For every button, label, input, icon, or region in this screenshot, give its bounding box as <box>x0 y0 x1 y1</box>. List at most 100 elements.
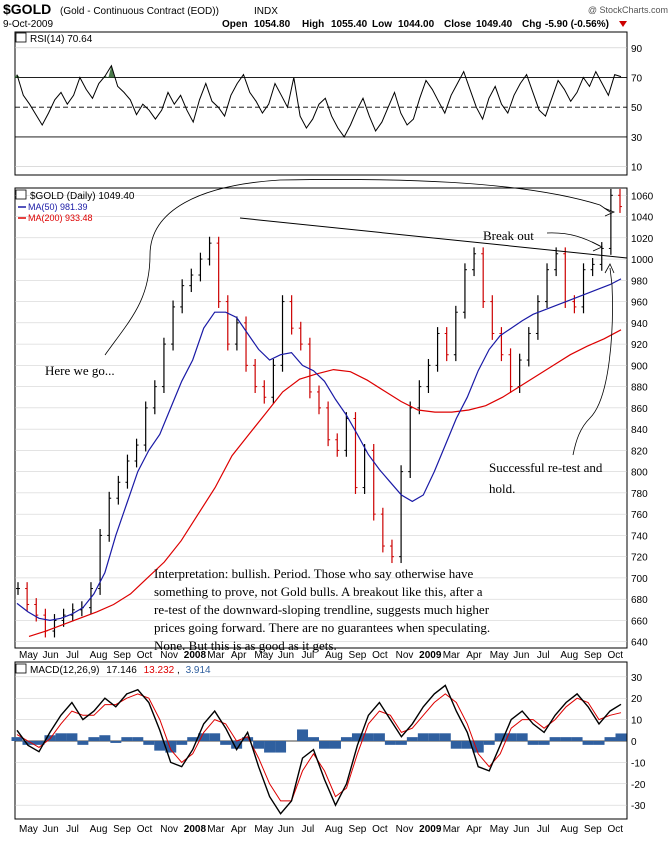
month-label: Apr <box>231 650 247 661</box>
month-label: Nov <box>160 824 178 835</box>
month-label: Jun <box>513 650 529 661</box>
rsi-tick-label: 50 <box>631 103 643 114</box>
macd-histogram-bar <box>351 733 363 741</box>
rsi-series-line <box>16 64 622 138</box>
month-label: Sep <box>113 650 131 661</box>
macd-histogram-bar <box>220 741 232 745</box>
price-tick-label: 700 <box>631 574 648 585</box>
macd-histogram-bar <box>494 733 506 741</box>
price-tick-label: 1040 <box>631 213 654 224</box>
price-x-axis: May Jun Jul Aug Sep Oct Nov 2008 Mar Apr May Jun Jul… <box>19 650 623 661</box>
price-tick-label: 820 <box>631 446 648 457</box>
macd-histogram-bar <box>362 733 374 741</box>
retest-arrowhead-icon <box>604 263 615 274</box>
macd-series-line <box>16 684 622 815</box>
macd-histogram-bar <box>384 741 396 745</box>
low-label: Low <box>372 19 392 30</box>
macd-histogram-bar <box>472 741 484 753</box>
macd-histogram-bar <box>209 733 221 741</box>
price-tick-label: 940 <box>631 319 648 330</box>
macd-histogram-bar <box>297 729 309 741</box>
month-label: 2008 <box>184 824 207 835</box>
macd-histogram <box>11 729 627 753</box>
macd-tick-label: 10 <box>631 716 643 727</box>
price-tick-label: 1000 <box>631 255 654 266</box>
month-label: 2008 <box>184 650 207 661</box>
month-label: Sep <box>349 650 367 661</box>
rsi-frame <box>14 31 628 176</box>
macd-tick-label: -10 <box>631 758 646 769</box>
month-label: Oct <box>372 650 388 661</box>
month-label: Sep <box>584 824 602 835</box>
macd-histogram-bar <box>99 735 111 741</box>
chg-label: Chg <box>522 19 541 30</box>
macd-hist-value: 3.914 <box>186 665 211 676</box>
downtrend-line <box>239 217 628 259</box>
price-grid <box>15 195 627 642</box>
macd-panel: -30 -20 -10 0 10 20 30 MACD(12,26,9) 17.146 13… <box>11 661 646 820</box>
month-label: Jun <box>43 824 59 835</box>
high-value: 1055.40 <box>331 19 368 30</box>
macd-histogram-bar <box>505 733 517 741</box>
macd-histogram-bar <box>319 741 330 749</box>
month-label: Jun <box>43 650 59 661</box>
price-y-axis: 640 660 680 700 720 740 760 780 800 820 840 860 880 9… <box>631 191 654 648</box>
month-label: Jul <box>66 824 79 835</box>
rsi-y-axis: 10 30 50 70 90 <box>631 44 643 174</box>
macd-legend-value: 17.146 <box>106 665 137 676</box>
macd-histogram-bar <box>264 741 276 753</box>
month-label: Mar <box>207 824 225 835</box>
annotation-retest: Successful re-test and hold. <box>489 460 603 496</box>
macd-histogram-bar <box>11 737 23 741</box>
month-label: Jun <box>278 824 294 835</box>
month-label: Sep <box>584 650 602 661</box>
macd-histogram-bar <box>77 741 89 745</box>
date-label: 9-Oct-2009 <box>3 19 53 30</box>
price-marker-icon <box>15 189 27 200</box>
price-panel: 640 660 680 700 720 740 760 780 800 820 840 860 880 9… <box>14 179 654 653</box>
macd-histogram-bar <box>439 733 451 741</box>
macd-histogram-bar <box>373 733 385 741</box>
macd-histogram-bar <box>154 741 166 751</box>
macd-histogram-bar <box>22 741 34 745</box>
chg-value: -5.90 (-0.56%) <box>545 19 609 30</box>
macd-histogram-bar <box>231 741 243 749</box>
macd-histogram-bar <box>615 733 627 741</box>
price-tick-label: 860 <box>631 404 648 415</box>
price-tick-label: 780 <box>631 489 648 500</box>
close-value: 1049.40 <box>476 19 513 30</box>
rsi-legend: RSI(14) 70.64 <box>30 34 93 45</box>
chart-header: $GOLD (Gold - Continuous Contract (EOD))… <box>3 1 668 30</box>
macd-histogram-bar <box>538 741 550 745</box>
price-tick-label: 760 <box>631 510 648 521</box>
symbol-label: $GOLD <box>3 1 51 17</box>
price-tick-label: 840 <box>631 425 648 436</box>
month-label: Nov <box>396 650 414 661</box>
macd-histogram-bar <box>593 741 605 745</box>
month-label: Aug <box>325 824 343 835</box>
macd-histogram-bar <box>395 741 407 745</box>
high-label: High <box>302 19 324 30</box>
macd-histogram-bar <box>329 741 341 749</box>
price-tick-label: 1020 <box>631 234 654 245</box>
ma200-series-line <box>28 329 622 637</box>
annotation-here-we-go: Here we go... <box>45 363 115 378</box>
price-tick-label: 660 <box>631 616 648 627</box>
macd-histogram-bar <box>340 737 352 741</box>
macd-signal-value: 13.232 <box>144 665 175 676</box>
exchange-label: INDX <box>254 6 278 17</box>
price-tick-label: 980 <box>631 276 648 287</box>
month-label: Jul <box>66 650 79 661</box>
price-tick-label: 900 <box>631 361 648 372</box>
month-label: Jul <box>301 824 314 835</box>
rsi-tick-label: 30 <box>631 133 643 144</box>
macd-histogram-bar <box>571 737 583 741</box>
annotation-break-out: Break out <box>483 228 534 243</box>
price-tick-label: 800 <box>631 468 648 479</box>
ma50-legend: MA(50) 981.39 <box>28 202 88 212</box>
open-label: Open <box>222 19 248 30</box>
month-label: Apr <box>231 824 247 835</box>
price-frame <box>14 187 628 649</box>
